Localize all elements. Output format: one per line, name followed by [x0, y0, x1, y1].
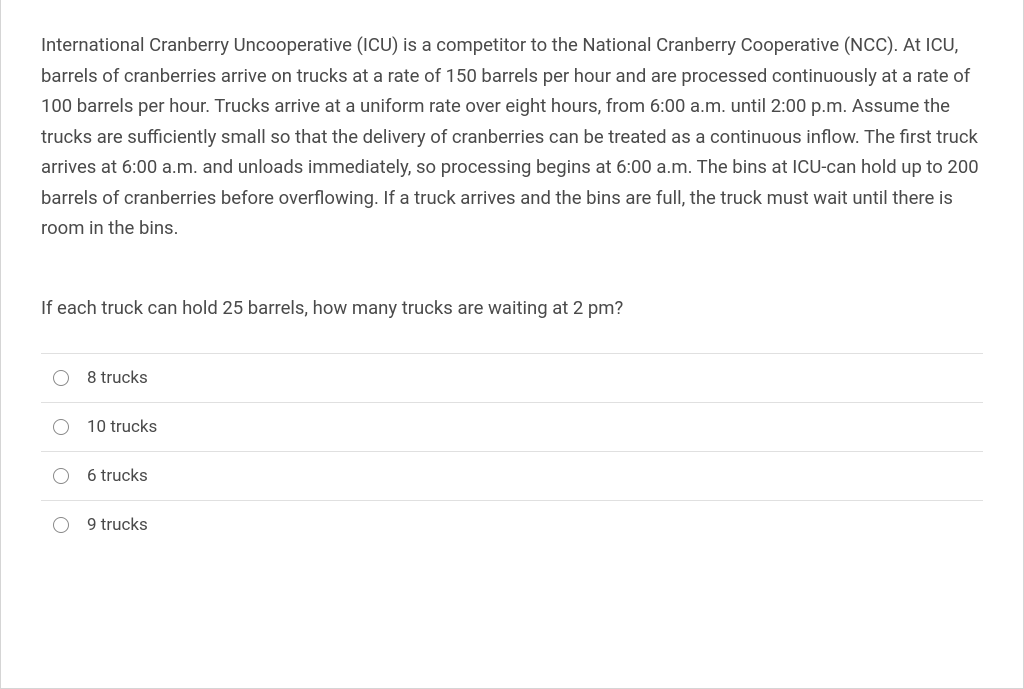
- option-item[interactable]: 6 trucks: [41, 451, 983, 500]
- radio-icon[interactable]: [53, 517, 69, 533]
- option-item[interactable]: 8 trucks: [41, 353, 983, 402]
- radio-icon[interactable]: [53, 468, 69, 484]
- option-item[interactable]: 10 trucks: [41, 402, 983, 451]
- radio-icon[interactable]: [53, 419, 69, 435]
- option-item[interactable]: 9 trucks: [41, 500, 983, 549]
- options-list: 8 trucks 10 trucks 6 trucks 9 trucks: [41, 353, 983, 549]
- option-label: 9 trucks: [87, 515, 148, 535]
- question-container: International Cranberry Uncooperative (I…: [0, 0, 1024, 689]
- problem-description: International Cranberry Uncooperative (I…: [41, 30, 983, 244]
- option-label: 6 trucks: [87, 466, 148, 486]
- option-label: 10 trucks: [87, 417, 157, 437]
- radio-icon[interactable]: [53, 370, 69, 386]
- question-prompt: If each truck can hold 25 barrels, how m…: [41, 294, 983, 324]
- option-label: 8 trucks: [87, 368, 148, 388]
